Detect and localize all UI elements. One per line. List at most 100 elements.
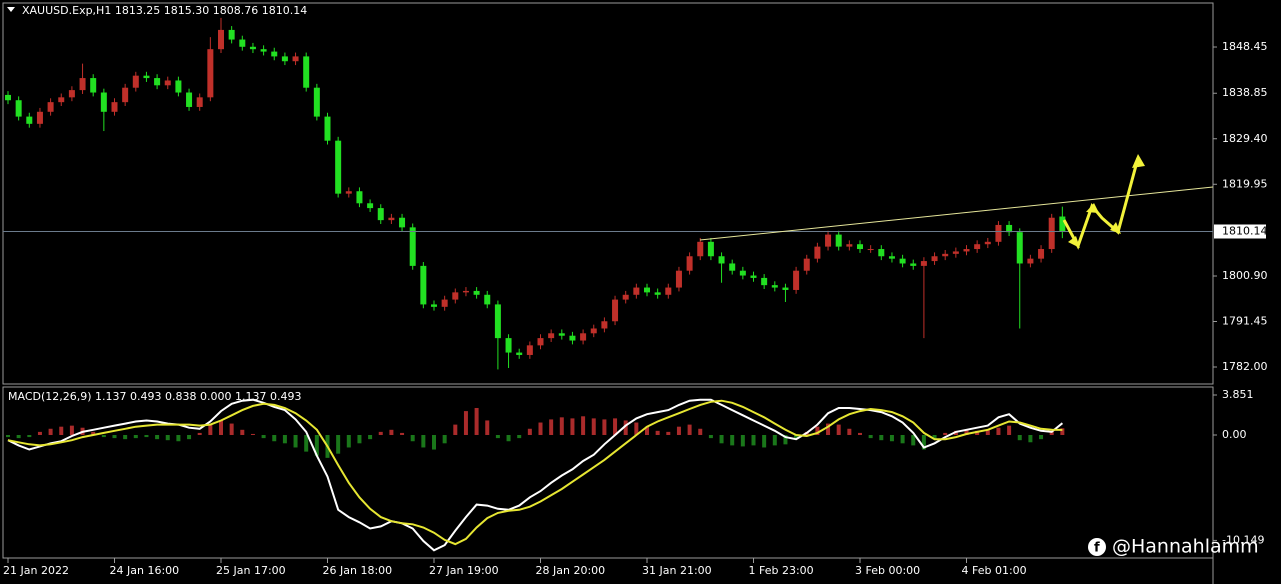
candle-body — [68, 90, 75, 98]
histogram-bar — [336, 434, 341, 454]
candle-body — [1059, 216, 1066, 232]
x-tick-label: 24 Jan 16:00 — [110, 564, 180, 577]
histogram-bar — [506, 434, 511, 442]
histogram-bar — [304, 434, 309, 452]
histogram-bar — [176, 434, 181, 442]
candle-body — [952, 251, 959, 254]
histogram-bar — [410, 434, 415, 442]
histogram-bar — [261, 434, 266, 439]
candle-body — [388, 217, 395, 221]
histogram-bar — [16, 434, 21, 439]
candle-body — [654, 292, 661, 295]
histogram-bar — [389, 429, 394, 435]
histogram-bar — [1007, 425, 1012, 435]
histogram-bar — [378, 431, 383, 435]
histogram-bar — [655, 430, 660, 435]
candle-body — [516, 352, 523, 355]
candle-body — [441, 299, 448, 307]
candle-body — [761, 277, 768, 286]
histogram-bar — [570, 418, 575, 435]
histogram-bar — [868, 434, 873, 439]
histogram-bar — [91, 431, 96, 435]
candle-body — [878, 249, 885, 257]
price-panel-frame — [2, 2, 1214, 385]
candle-body — [228, 29, 235, 40]
histogram-bar — [101, 434, 106, 438]
current-price-box — [1214, 224, 1266, 239]
candle-body — [675, 270, 682, 288]
y-tick-label: 0.00 — [1222, 428, 1247, 441]
candle-body — [26, 116, 33, 124]
y-tick-label: 1819.95 — [1222, 177, 1268, 190]
y-tick-label: 3.851 — [1222, 388, 1254, 401]
histogram-bar — [1049, 431, 1054, 435]
histogram-bar — [463, 411, 468, 435]
histogram-bar — [400, 432, 405, 435]
candle-body — [558, 333, 565, 336]
candle-body — [345, 191, 352, 194]
histogram-bar — [282, 434, 287, 444]
histogram-bar — [591, 418, 596, 435]
candle-body — [271, 51, 278, 57]
candle-body — [526, 345, 533, 355]
candle-body — [399, 217, 406, 228]
histogram-bar — [59, 426, 64, 435]
candle-body — [356, 191, 363, 204]
candle-body — [15, 100, 22, 117]
candle-body — [335, 140, 342, 194]
candle-body — [590, 328, 597, 334]
histogram-bar — [975, 430, 980, 435]
candle-body — [782, 287, 789, 290]
histogram-bar — [144, 434, 149, 438]
x-tick-label: 3 Feb 00:00 — [855, 564, 920, 577]
x-tick-label: 21 Jan 2022 — [3, 564, 69, 577]
candle-body — [846, 244, 853, 247]
histogram-bar — [133, 434, 138, 439]
arrow-head — [1110, 222, 1121, 234]
candle-body — [814, 246, 821, 259]
histogram-bar — [538, 422, 543, 435]
histogram-bar — [708, 434, 713, 439]
candle-body — [1006, 224, 1013, 233]
histogram-bar — [751, 434, 756, 446]
candle-body — [995, 224, 1002, 242]
histogram-bar — [762, 434, 767, 448]
macd-panel-frame — [2, 386, 1214, 559]
candle-body — [494, 304, 501, 339]
candle-body — [367, 203, 374, 209]
candle-body — [835, 234, 842, 247]
candle-body — [729, 263, 736, 271]
candle-body — [58, 97, 65, 103]
macd-line — [7, 399, 1063, 546]
histogram-bar — [123, 434, 128, 440]
histogram-bar — [421, 434, 426, 448]
macd-header: MACD(12,26,9) 1.137 0.493 0.838 0.000 1.… — [8, 390, 301, 403]
candle-body — [1016, 232, 1023, 264]
y-tick-label: 1829.40 — [1222, 132, 1268, 145]
candle-body — [260, 49, 267, 52]
histogram-bar — [293, 434, 298, 448]
plot-layer: 1848.45 1838.85 1829.40 1819.95 1800.90 1791.… — [3, 17, 1268, 577]
candle-body — [473, 290, 480, 295]
candle-body — [47, 102, 54, 112]
candle-body — [218, 29, 224, 50]
histogram-bar — [826, 423, 831, 435]
watermark: @Hannahlamm — [1112, 536, 1259, 558]
candle-body — [867, 249, 874, 251]
candle-body — [132, 75, 139, 88]
histogram-bar — [921, 434, 926, 450]
candle-body — [984, 241, 991, 245]
candle-body — [601, 321, 608, 329]
histogram-bar — [964, 429, 969, 435]
candle-body — [207, 49, 214, 98]
histogram-bar — [634, 422, 639, 435]
y-tick-label: 1800.90 — [1222, 269, 1268, 282]
candle-body — [409, 227, 416, 266]
histogram-bar — [730, 434, 735, 446]
histogram-bar — [48, 428, 53, 435]
histogram-bar — [1028, 434, 1033, 443]
candle-body — [931, 256, 938, 262]
candle-body — [431, 304, 437, 307]
candle-body — [79, 78, 86, 91]
histogram-bar — [943, 432, 948, 435]
